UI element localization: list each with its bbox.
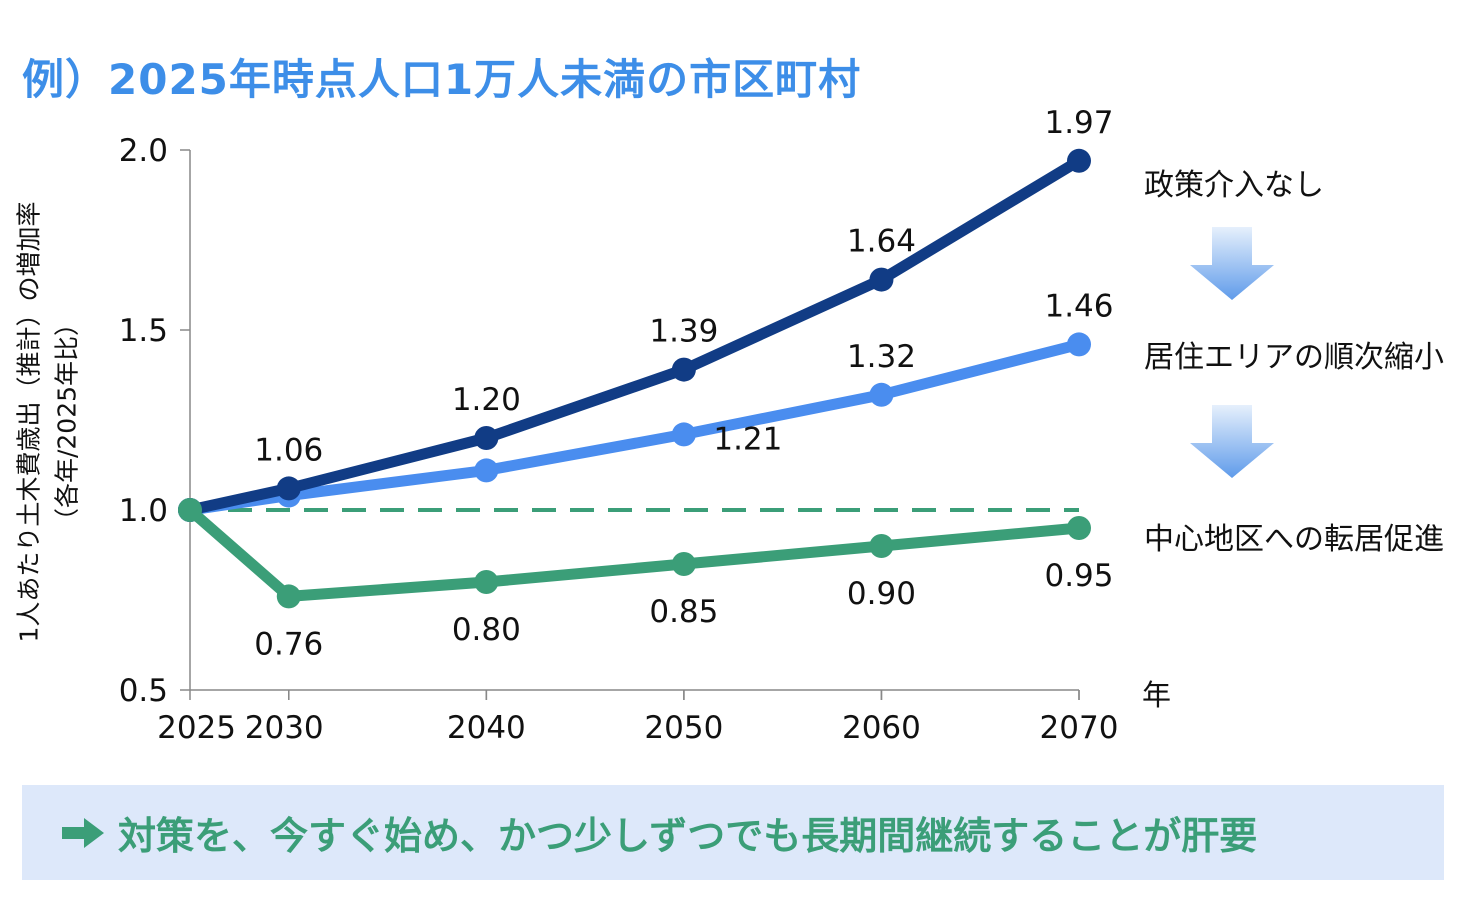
series-line <box>184 504 1085 602</box>
data-point <box>178 498 202 522</box>
data-label: 0.85 <box>649 594 718 630</box>
series-label-no-policy: 政策介入なし <box>1144 168 1324 203</box>
page-title: 例）2025年時点人口1万人未満の市区町村 <box>22 55 862 104</box>
data-label: 1.97 <box>1044 105 1113 141</box>
x-tick-label: 2025 <box>157 710 236 746</box>
data-point <box>671 357 696 382</box>
data-label: 1.32 <box>847 339 916 375</box>
data-point <box>276 584 301 609</box>
x-axis-label: 年 <box>1142 678 1171 712</box>
data-point <box>869 382 894 407</box>
data-point <box>869 534 894 558</box>
series-line <box>184 155 1085 516</box>
down-arrow-icon <box>1190 405 1274 478</box>
series-line <box>184 338 1085 516</box>
y-tick-label: 1.0 <box>119 493 168 529</box>
data-label: 0.95 <box>1044 558 1113 594</box>
data-point <box>1067 148 1091 173</box>
data-label: 1.20 <box>452 382 521 418</box>
x-tick-label: 2050 <box>644 710 723 746</box>
x-tick-label: 2040 <box>447 710 526 746</box>
series-label-relocation: 中心地区への転居促進 <box>1144 522 1444 557</box>
right-arrow-icon <box>62 817 104 848</box>
data-point <box>276 476 301 501</box>
series-label-shrink: 居住エリアの順次縮小 <box>1144 340 1444 375</box>
data-point <box>1067 516 1091 540</box>
data-label: 1.21 <box>713 421 782 457</box>
y-tick-label: 0.5 <box>119 673 168 709</box>
data-label: 0.90 <box>847 576 916 612</box>
x-tick-label: 2070 <box>1040 710 1119 746</box>
data-point <box>474 570 499 594</box>
data-point <box>869 267 894 292</box>
data-label: 1.64 <box>847 224 916 260</box>
conclusion-text: 対策を、今すぐ始め、かつ少しずつでも長期間継続することが肝要 <box>118 814 1258 858</box>
conclusion-banner: 対策を、今すぐ始め、かつ少しずつでも長期間継続することが肝要 <box>22 785 1444 880</box>
data-point <box>671 422 696 447</box>
data-label: 1.39 <box>649 314 718 350</box>
down-arrow-icon <box>1190 227 1274 300</box>
x-tick-label: 2030 <box>245 710 324 746</box>
data-point <box>671 552 696 576</box>
data-label: 1.46 <box>1044 288 1113 324</box>
data-label: 0.76 <box>254 626 323 662</box>
data-label: 0.80 <box>452 612 521 648</box>
y-tick-label: 1.5 <box>119 313 168 349</box>
data-point <box>1067 332 1091 357</box>
data-label: 1.06 <box>254 432 323 468</box>
x-tick-label: 2060 <box>842 710 921 746</box>
data-point <box>474 458 499 483</box>
data-point <box>474 426 499 450</box>
y-tick-label: 2.0 <box>119 133 168 169</box>
